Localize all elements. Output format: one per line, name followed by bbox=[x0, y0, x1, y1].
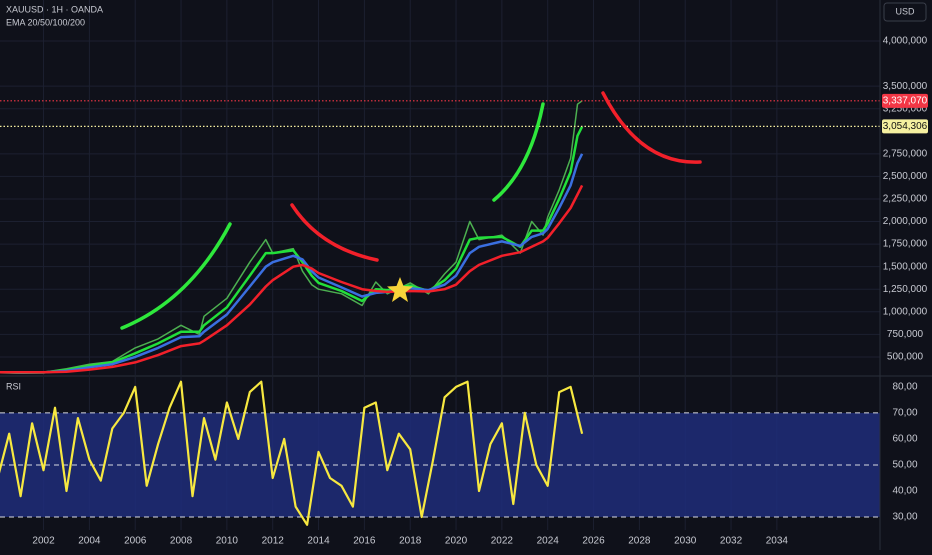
x-tick-label: 2024 bbox=[537, 536, 560, 547]
rsi-line bbox=[0, 380, 584, 526]
y-tick-label: 1,750,000 bbox=[883, 239, 928, 250]
ema-line bbox=[0, 126, 584, 374]
symbol-title: XAUUSD · 1H · OANDA bbox=[6, 4, 103, 14]
x-tick-label: 2026 bbox=[582, 536, 605, 547]
y-tick-label: 80,00 bbox=[892, 382, 917, 393]
y-tick-label: 30,00 bbox=[892, 512, 917, 523]
x-tick-label: 2016 bbox=[353, 536, 376, 547]
drawn-arc bbox=[492, 102, 545, 202]
currency-button[interactable] bbox=[883, 2, 927, 22]
y-tick-label: 40,00 bbox=[892, 486, 917, 497]
y-tick-label: 4,000,000 bbox=[883, 36, 928, 47]
x-tick-label: 2014 bbox=[307, 536, 330, 547]
star-icon bbox=[387, 277, 413, 302]
y-tick-label: 2,000,000 bbox=[883, 216, 928, 227]
drawn-arc bbox=[290, 203, 379, 262]
y-tick-label: 2,250,000 bbox=[883, 194, 928, 205]
y-tick-label: 50,00 bbox=[892, 460, 917, 471]
price-tag-label: 3,054,306 bbox=[883, 121, 928, 132]
y-tick-label: 3,500,000 bbox=[883, 81, 928, 92]
x-tick-label: 2030 bbox=[674, 536, 697, 547]
x-tick-label: 2034 bbox=[766, 536, 789, 547]
rsi-label: RSI bbox=[6, 381, 21, 391]
x-tick-label: 2028 bbox=[628, 536, 651, 547]
drawn-arc bbox=[601, 91, 702, 164]
currency-label[interactable]: USD bbox=[895, 6, 915, 16]
plot-area bbox=[0, 0, 880, 530]
y-tick-label: 1,000,000 bbox=[883, 306, 928, 317]
x-tick-label: 2012 bbox=[262, 536, 285, 547]
x-tick-label: 2018 bbox=[399, 536, 422, 547]
y-tick-label: 70,00 bbox=[892, 408, 917, 419]
x-tick-label: 2004 bbox=[78, 536, 101, 547]
y-tick-label: 3,250,000 bbox=[883, 103, 928, 114]
drawn-arc bbox=[120, 222, 232, 330]
ema-line bbox=[0, 153, 584, 374]
x-tick-label: 2032 bbox=[720, 536, 743, 547]
ema-line bbox=[0, 184, 584, 374]
x-tick-label: 2020 bbox=[445, 536, 468, 547]
y-tick-label: 2,750,000 bbox=[883, 148, 928, 159]
y-tick-label: 1,250,000 bbox=[883, 284, 928, 295]
price-tag bbox=[882, 119, 928, 134]
x-tick-label: 2008 bbox=[170, 536, 193, 547]
x-tick-label: 2010 bbox=[216, 536, 239, 547]
price-tag bbox=[882, 93, 928, 108]
indicator-label: EMA 20/50/100/200 bbox=[6, 17, 85, 27]
x-tick-label: 2002 bbox=[32, 536, 55, 547]
y-tick-label: 1,500,000 bbox=[883, 261, 928, 272]
y-tick-label: 500,000 bbox=[887, 352, 924, 363]
drawings bbox=[120, 91, 702, 330]
price-line bbox=[0, 100, 583, 374]
price-tag-label: 3,337,070 bbox=[883, 95, 928, 106]
y-tick-label: 60,00 bbox=[892, 434, 917, 445]
y-tick-label: 750,000 bbox=[887, 329, 924, 340]
x-tick-label: 2006 bbox=[124, 536, 147, 547]
y-tick-label: 2,500,000 bbox=[883, 171, 928, 182]
x-tick-label: 2022 bbox=[491, 536, 514, 547]
